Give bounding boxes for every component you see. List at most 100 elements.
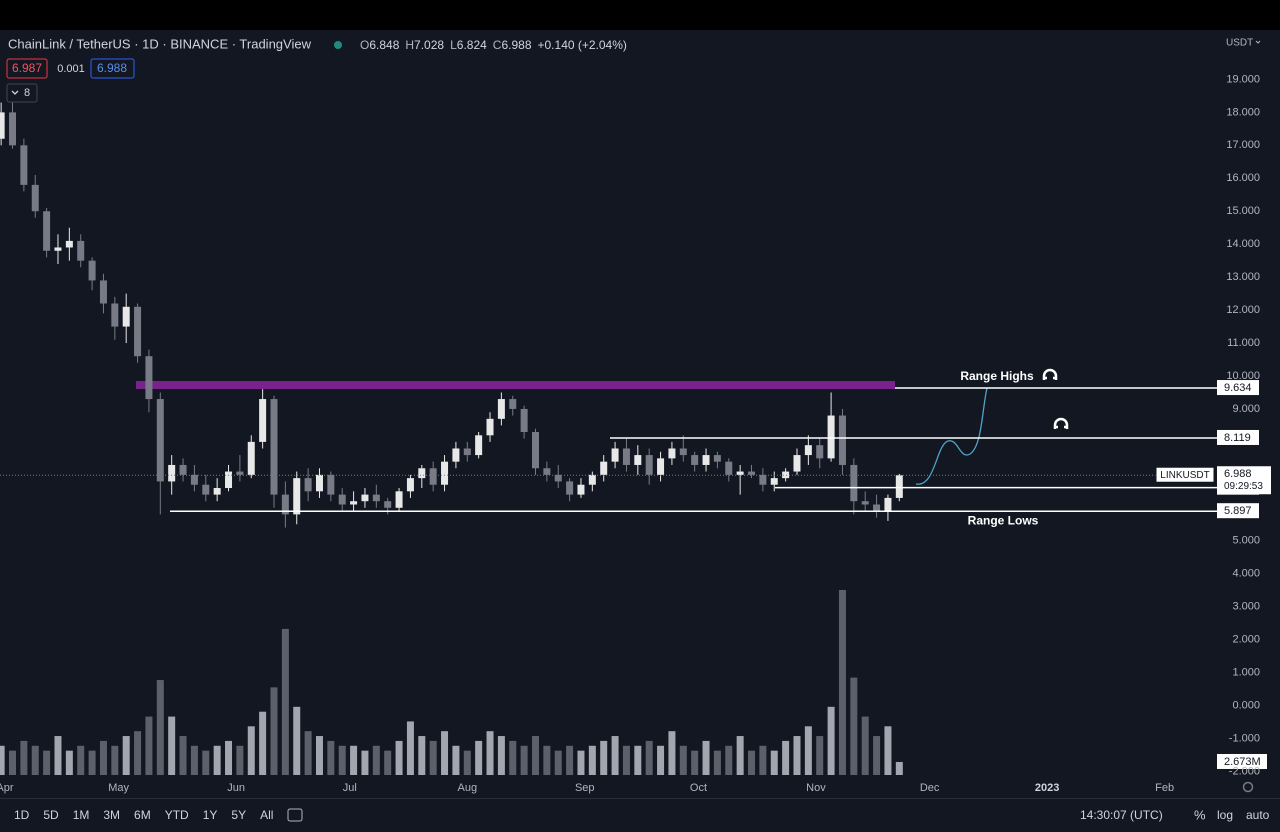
volume-bar	[418, 736, 426, 775]
x-tick-label: Aug	[457, 782, 477, 794]
candle-body	[31, 184, 39, 212]
bid[interactable]: 6.987	[12, 61, 42, 75]
volume-bar	[270, 687, 278, 775]
symbol-tag: LINKUSDT	[1160, 470, 1209, 481]
candle-body	[748, 471, 756, 475]
range-button[interactable]: 5Y	[231, 808, 246, 822]
range-button[interactable]: 6M	[134, 808, 151, 822]
candle-body	[122, 306, 130, 327]
x-tick-label: Dec	[920, 782, 940, 794]
candle-body	[65, 240, 73, 248]
projection-drawing	[915, 387, 988, 485]
y-tick-label: 4.000	[1232, 568, 1260, 580]
clock: 14:30:07 (UTC)	[1080, 808, 1163, 822]
volume-bar	[236, 745, 244, 775]
volume-bar	[554, 750, 562, 775]
candle-body	[54, 247, 62, 251]
date-range-icon[interactable]	[287, 808, 303, 822]
level-annotation: Range Lows	[968, 513, 1039, 527]
candle-body	[793, 455, 801, 472]
log-toggle[interactable]: log	[1217, 808, 1233, 822]
candle-body	[43, 211, 51, 251]
volume-bar	[486, 731, 494, 775]
ask[interactable]: 6.988	[97, 61, 127, 75]
volume-bar	[372, 745, 380, 775]
candle-body	[281, 494, 289, 515]
volume-bar	[304, 731, 312, 775]
level-annotation: Range Highs	[960, 369, 1034, 383]
candle-body	[350, 501, 358, 505]
y-tick-label: 17.000	[1226, 139, 1260, 151]
ohlc-value: 6.848	[369, 38, 399, 52]
y-tick-label: 19.000	[1226, 73, 1260, 85]
volume-bar	[0, 745, 5, 775]
level-value: 8.119	[1224, 432, 1251, 444]
auto-toggle[interactable]: auto	[1246, 808, 1270, 822]
volume-bar	[88, 750, 96, 775]
volume-bar	[838, 589, 846, 775]
y-tick-label: 0.000	[1232, 699, 1260, 711]
candle-body	[270, 399, 278, 495]
indicator-count[interactable]: 8	[24, 87, 30, 99]
candle-body	[338, 494, 346, 505]
y-tick-label: 2.000	[1232, 634, 1260, 646]
y-tick-label: 16.000	[1226, 172, 1260, 184]
volume-bar	[179, 736, 187, 775]
candle-body	[543, 468, 551, 475]
ohlc-change: +0.140 (+2.04%)	[538, 38, 627, 52]
candle-body	[236, 471, 244, 475]
range-button[interactable]: 3M	[103, 808, 120, 822]
indicator-toggle[interactable]	[6, 83, 38, 103]
magnet-icon	[1042, 368, 1058, 380]
countdown: 09:29:53	[1224, 481, 1263, 492]
y-tick-label: 1.000	[1232, 666, 1260, 678]
volume-badge	[1217, 753, 1267, 769]
symbol-tag-box	[1155, 466, 1215, 483]
volume-bar	[395, 740, 403, 775]
ohlc-key: L	[450, 38, 457, 52]
candle-body	[441, 461, 449, 485]
last-price: 6.988	[1224, 468, 1252, 480]
volume-bar	[793, 736, 801, 775]
volume-bar	[31, 745, 39, 775]
range-button[interactable]: All	[260, 808, 273, 822]
range-button[interactable]: YTD	[165, 808, 189, 822]
candle-body	[111, 303, 119, 327]
volume-bar	[611, 736, 619, 775]
settings-icon[interactable]	[1242, 781, 1254, 793]
range-button[interactable]: 1Y	[203, 808, 218, 822]
level-value: 9.634	[1224, 382, 1252, 394]
bottom-toolbar: 1D 5D 1M 3M 6M YTD 1Y 5Y All 14:30:07 (UTC)% log au…	[14, 807, 1270, 822]
candle-body	[486, 418, 494, 436]
spread: 0.001	[57, 63, 85, 75]
candle-body	[134, 306, 142, 357]
currency[interactable]: USDT	[1226, 38, 1253, 49]
candle-body	[884, 497, 892, 512]
volume-bar	[452, 745, 460, 775]
x-tick-label: Nov	[806, 782, 826, 794]
range-button[interactable]: 1M	[73, 808, 90, 822]
volume-bar	[293, 706, 301, 775]
candle-body	[838, 415, 846, 465]
range-button[interactable]: 5D	[43, 808, 59, 822]
range-button[interactable]: 1D	[14, 808, 30, 822]
candle-body	[293, 478, 301, 515]
ask-box[interactable]	[90, 58, 135, 79]
bid-box[interactable]	[6, 58, 48, 79]
percent-toggle[interactable]: %	[1194, 807, 1206, 822]
volume-bar	[361, 750, 369, 775]
candle-body	[225, 471, 233, 489]
candle-body	[577, 484, 585, 495]
candle-body	[770, 478, 778, 485]
candle-body	[759, 474, 767, 485]
volume-bar	[20, 740, 28, 775]
volume-bar	[65, 750, 73, 775]
volume-bar	[202, 750, 210, 775]
candle-body	[452, 448, 460, 462]
candle-body	[622, 448, 630, 465]
volume-bar	[122, 736, 130, 775]
x-tick-label: Jun	[227, 782, 245, 794]
volume-bar	[43, 750, 51, 775]
volume-bar	[713, 750, 721, 775]
